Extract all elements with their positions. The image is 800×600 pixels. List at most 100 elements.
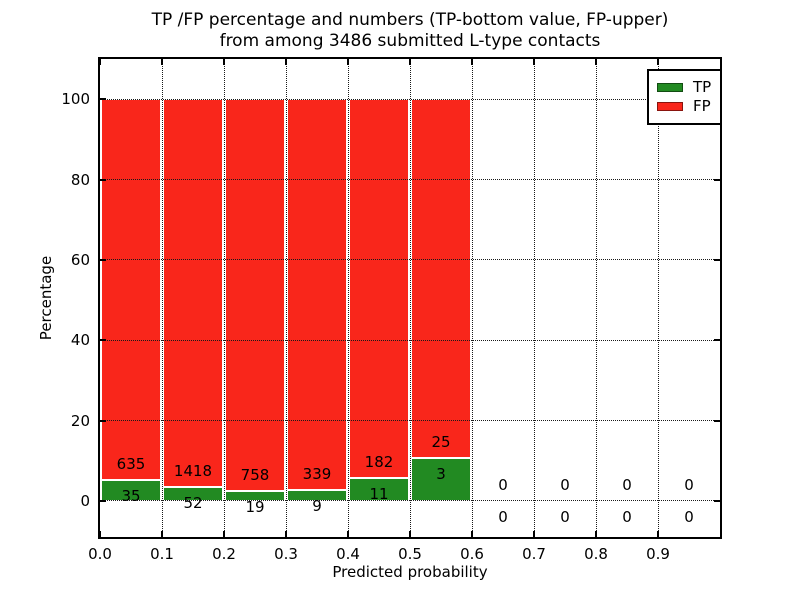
- bar-fp-segment: [410, 99, 472, 458]
- gridline-x: [471, 59, 473, 537]
- y-tick-label: 0: [80, 491, 90, 510]
- tp-count-label: 0: [560, 507, 570, 526]
- gridline-x: [595, 59, 597, 537]
- y-tick-mark: [100, 178, 106, 181]
- y-tick-mark: [100, 339, 106, 342]
- x-tick-mark: [99, 531, 101, 537]
- x-tick-mark-top: [657, 59, 659, 65]
- y-tick-mark-right: [714, 178, 720, 181]
- x-tick-mark-top: [595, 59, 597, 65]
- x-tick-mark-top: [285, 59, 287, 65]
- legend-swatch-tp: [657, 83, 683, 92]
- x-tick-mark: [161, 531, 163, 537]
- y-tick-mark-right: [714, 499, 720, 502]
- tp-count-label: 11: [369, 484, 389, 503]
- bar-tp-segment: [224, 491, 286, 501]
- fp-count-label: 0: [684, 475, 694, 494]
- chart-title-line1: TP /FP percentage and numbers (TP-bottom…: [151, 10, 669, 30]
- x-tick-label: 0.9: [646, 545, 670, 563]
- bar-tp-segment: [100, 479, 162, 501]
- bar-fp-segment: [100, 99, 162, 480]
- gridline-x: [347, 59, 349, 537]
- legend: TP FP: [647, 69, 723, 125]
- y-tick-label: 40: [70, 331, 90, 350]
- y-tick-mark: [100, 98, 106, 101]
- y-axis-label: Percentage: [37, 255, 55, 341]
- x-tick-mark: [657, 531, 659, 537]
- fp-count-label: 1418: [173, 461, 213, 480]
- legend-item-fp: FP: [657, 98, 711, 115]
- x-tick-label: 0.7: [522, 545, 546, 563]
- y-tick-mark-right: [714, 419, 720, 422]
- y-tick-mark-right: [714, 258, 720, 261]
- bar-tp-segment: [410, 457, 472, 501]
- legend-label: TP: [693, 78, 712, 96]
- y-tick-label: 60: [70, 250, 90, 269]
- fp-count-label: 182: [364, 452, 394, 471]
- fp-count-label: 0: [498, 475, 508, 494]
- tp-count-label: 19: [245, 498, 265, 517]
- x-tick-mark-top: [223, 59, 225, 65]
- bar-tp-segment: [162, 486, 224, 501]
- y-tick-label: 20: [70, 411, 90, 430]
- x-tick-label: 0.0: [88, 545, 112, 563]
- y-tick-mark: [100, 419, 106, 422]
- gridline-x: [409, 59, 411, 537]
- gridline-x: [285, 59, 287, 537]
- tp-count-label: 9: [312, 497, 322, 516]
- x-tick-label: 0.3: [274, 545, 298, 563]
- fp-count-label: 25: [431, 432, 451, 451]
- x-tick-label: 0.6: [460, 545, 484, 563]
- x-tick-mark: [533, 531, 535, 537]
- x-tick-mark: [347, 531, 349, 537]
- y-tick-label: 100: [61, 90, 90, 109]
- plot-area: TP FP 635 35 1418 52 758 19 339 9 182 11 25 3 0 0 0 0 0 0 0…: [61, 57, 723, 563]
- x-tick-mark: [595, 531, 597, 537]
- x-axis-label: Predicted probability: [332, 563, 488, 581]
- legend-item-tp: TP: [657, 79, 711, 96]
- x-tick-label: 0.5: [398, 545, 422, 563]
- gridline-y: [100, 179, 720, 180]
- x-tick-label: 0.1: [150, 545, 174, 563]
- tp-count-label: 35: [121, 486, 141, 505]
- fp-count-label: 758: [240, 466, 270, 484]
- tp-count-label: 0: [684, 507, 694, 526]
- fp-count-label: 0: [560, 475, 570, 494]
- gridline-x: [161, 59, 163, 537]
- x-tick-mark: [223, 531, 225, 537]
- bar-tp-segment: [286, 490, 348, 501]
- gridline-x: [533, 59, 535, 537]
- x-tick-mark: [471, 531, 473, 537]
- gridline-x: [657, 59, 659, 537]
- x-tick-mark-top: [409, 59, 411, 65]
- gridline-y: [100, 420, 720, 421]
- y-tick-mark-right: [714, 339, 720, 342]
- tp-count-label: 3: [436, 464, 446, 483]
- tp-count-label: 0: [622, 507, 632, 526]
- x-tick-label: 0.4: [336, 545, 360, 563]
- gridline-y: [100, 98, 720, 100]
- fp-count-label: 635: [116, 454, 146, 473]
- bar-fp-segment: [162, 99, 224, 487]
- y-tick-mark: [100, 258, 106, 261]
- x-tick-mark: [409, 531, 411, 537]
- gridline-y: [100, 259, 720, 261]
- tp-count-label: 52: [183, 493, 203, 512]
- fp-count-label: 339: [302, 465, 332, 484]
- gridline-x: [223, 59, 225, 537]
- x-tick-mark-top: [347, 59, 349, 65]
- x-tick-label: 0.8: [584, 545, 608, 563]
- y-tick-mark: [100, 499, 106, 502]
- y-tick-label: 80: [70, 170, 90, 189]
- x-tick-mark-top: [99, 59, 101, 65]
- x-tick-mark: [285, 531, 287, 537]
- gridline-y: [100, 339, 720, 341]
- x-tick-mark-top: [533, 59, 535, 65]
- x-tick-mark-top: [471, 59, 473, 65]
- legend-label: FP: [693, 97, 711, 115]
- bar-fp-segment: [348, 99, 410, 478]
- gridline-y: [100, 500, 720, 502]
- bar-fp-segment: [286, 99, 348, 491]
- chart-title-line2: from among 3486 submitted L-type contact…: [219, 31, 601, 51]
